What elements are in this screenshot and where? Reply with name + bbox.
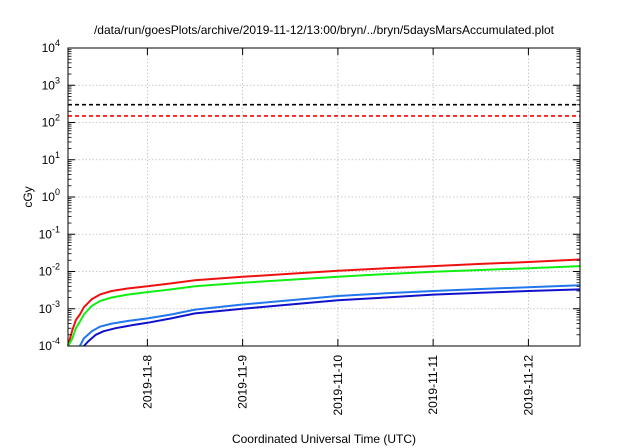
grid — [68, 48, 580, 346]
y-axis-label: cGy — [21, 186, 35, 207]
x-axis: 2019-11-8 2019-11-9 2019-11-10 2019-11-11 20… — [140, 48, 535, 416]
y-tick-label: 10-4 — [39, 336, 60, 353]
reference-lines — [68, 103, 580, 117]
y-tick-label: 101 — [42, 150, 60, 167]
series-line — [67, 258, 581, 347]
x-tick-label: 2019-11-10 — [331, 355, 345, 416]
y-tick-label: 100 — [42, 187, 60, 204]
series-line — [67, 265, 581, 347]
x-tick-label: 2019-11-8 — [140, 355, 154, 409]
y-tick-label: 104 — [42, 38, 60, 55]
y-tick-label: 10-3 — [39, 299, 60, 316]
series-line — [79, 284, 581, 347]
x-tick-label: 2019-11-12 — [521, 355, 535, 416]
y-tick-label: 102 — [42, 113, 60, 130]
series-lines — [67, 258, 581, 347]
x-axis-label: Coordinated Universal Time (UTC) — [232, 432, 416, 446]
series-line — [83, 288, 581, 347]
x-tick-label: 2019-11-11 — [426, 355, 440, 415]
y-tick-label: 103 — [42, 75, 60, 92]
y-axis: 104 103 102 101 100 10-1 10-2 10-3 10-4 — [39, 38, 580, 353]
x-tick-label: 2019-11-9 — [236, 355, 250, 409]
y-tick-label: 10-1 — [39, 224, 60, 241]
chart-title: /data/run/goesPlots/archive/2019-11-12/1… — [94, 23, 555, 37]
y-tick-label: 10-2 — [39, 262, 60, 279]
